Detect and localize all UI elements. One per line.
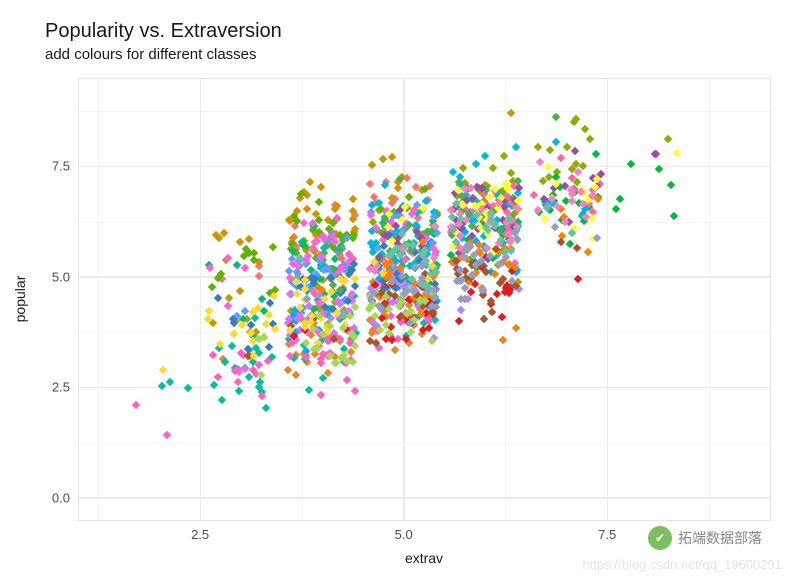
axis-tick-label: 7.5 — [598, 527, 616, 542]
y-axis-title: popular — [12, 276, 28, 323]
gridline — [78, 78, 770, 79]
gridline — [78, 222, 770, 223]
axis-tick-label: 2.5 — [191, 527, 209, 542]
watermark-box: ✔ 拓端数据部落 — [648, 526, 762, 550]
axis-tick-label: 2.5 — [52, 380, 70, 395]
chart-title: Popularity vs. Extraversion — [45, 20, 282, 43]
chart-subtitle: add colours for different classes — [45, 46, 257, 63]
gridline — [505, 78, 506, 520]
axis-tick-label: 7.5 — [52, 159, 70, 174]
gridline — [98, 78, 99, 520]
gridline — [78, 520, 770, 521]
gridline — [78, 443, 770, 444]
gridline — [770, 78, 771, 520]
axis-tick-label: 5.0 — [52, 269, 70, 284]
gridline — [200, 78, 202, 520]
gridline — [78, 78, 79, 520]
watermark-icon: ✔ — [648, 526, 672, 550]
gridline — [607, 78, 609, 520]
watermark-label: 拓端数据部落 — [678, 528, 762, 548]
gridline — [78, 497, 770, 499]
gridline — [709, 78, 710, 520]
gridline — [78, 387, 770, 389]
watermark-url: https://blog.csdn.net/qq_19600291 — [583, 557, 783, 572]
axis-tick-label: 5.0 — [395, 527, 413, 542]
gridline — [78, 166, 770, 168]
x-axis-title: extrav — [405, 550, 443, 566]
gridline — [78, 111, 770, 112]
chart-container: Popularity vs. Extraversion add colours … — [0, 0, 792, 578]
axis-tick-label: 0.0 — [52, 490, 70, 505]
